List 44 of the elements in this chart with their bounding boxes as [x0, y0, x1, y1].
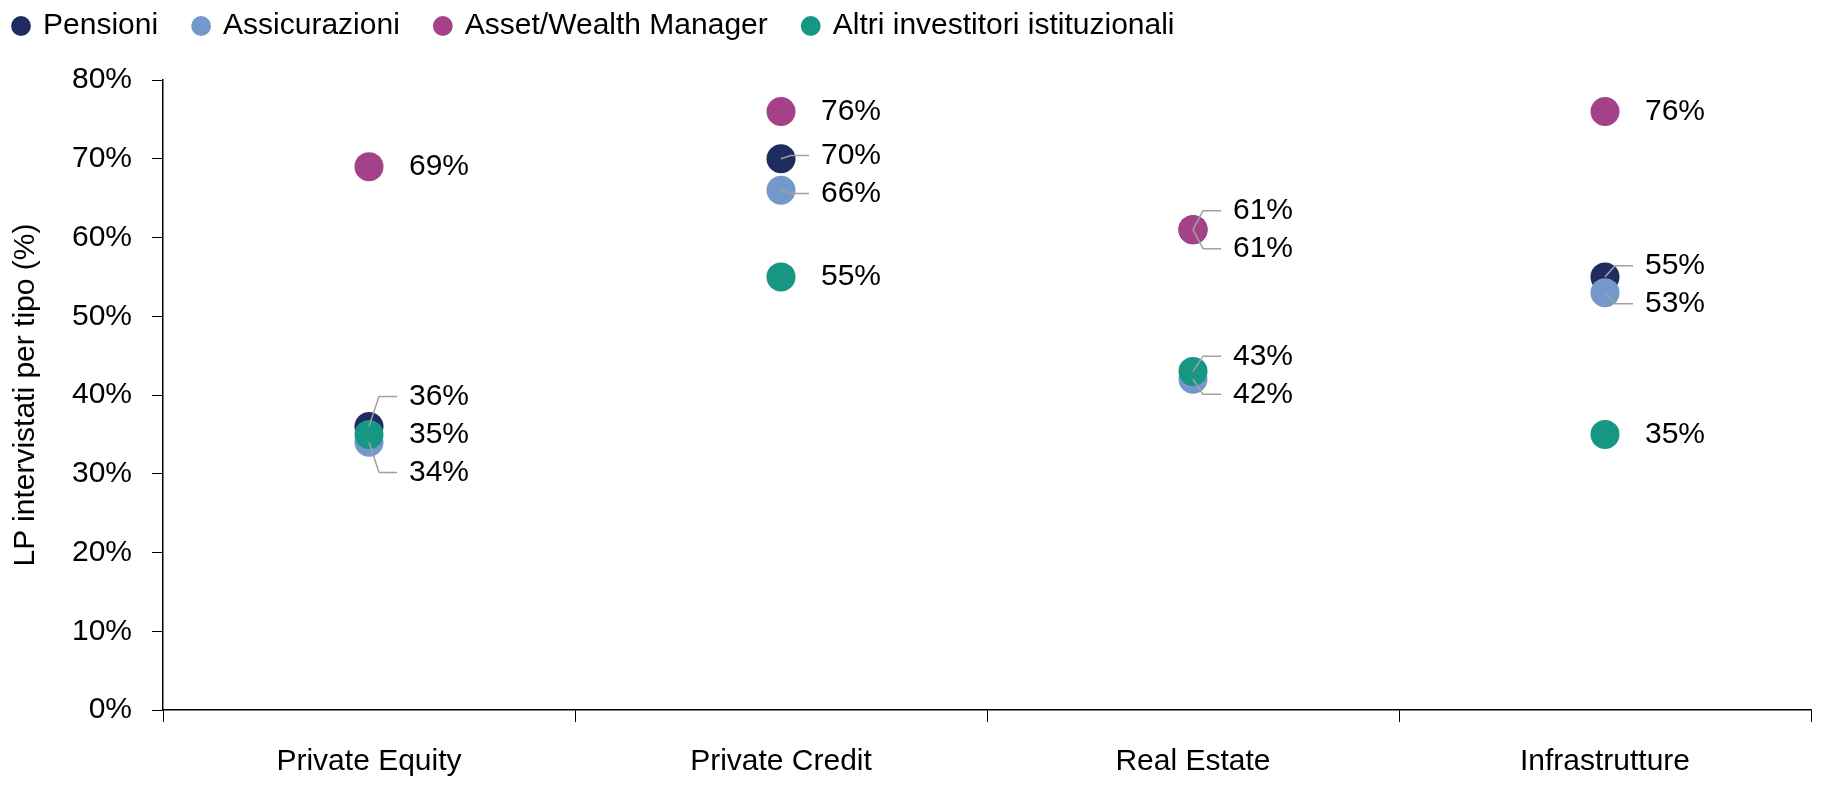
y-tick-label: 0%: [88, 691, 132, 725]
point: [1590, 97, 1620, 126]
point: [766, 175, 796, 205]
y-tick-label: 10%: [71, 612, 132, 646]
y-tick-label: 60%: [71, 218, 132, 252]
data-label: 35%: [409, 415, 470, 449]
data-label: 66%: [821, 174, 882, 208]
point: [354, 152, 384, 182]
point: [1178, 356, 1208, 386]
legend-label: Pensioni: [43, 7, 159, 41]
x-tick-label: Real Estate: [1115, 743, 1271, 777]
y-tick-label: 20%: [71, 533, 132, 567]
data-label: 76%: [1645, 92, 1706, 126]
data-label: 55%: [821, 258, 882, 292]
x-tick-label: Private Equity: [276, 743, 462, 777]
data-label: 53%: [1645, 285, 1706, 319]
x-tick-label: Private Credit: [690, 743, 873, 777]
y-tick-label: 40%: [71, 376, 132, 410]
data-label: 35%: [1645, 415, 1706, 449]
legend-label: Assicurazioni: [223, 7, 400, 41]
point: [766, 262, 796, 292]
y-tick-label: 70%: [71, 140, 132, 174]
point: [766, 97, 796, 126]
data-label: 76%: [821, 92, 882, 126]
data-label: 42%: [1233, 375, 1294, 409]
legend-label: Altri investitori istituzionali: [832, 7, 1175, 41]
data-label: 43%: [1233, 337, 1294, 371]
y-tick-label: 80%: [71, 61, 132, 95]
data-label: 55%: [1645, 247, 1706, 281]
point: [354, 419, 384, 449]
data-label: 61%: [1233, 191, 1294, 225]
data-label: 36%: [409, 377, 470, 411]
data-label: 69%: [409, 147, 470, 181]
point: [766, 144, 796, 174]
point: [1590, 278, 1620, 308]
data-label: 34%: [409, 453, 470, 487]
data-label: 70%: [821, 136, 882, 170]
y-tick-label: 50%: [71, 297, 132, 331]
point: [1590, 419, 1620, 449]
legend-label: Asset/Wealth Manager: [464, 7, 768, 41]
data-label: 61%: [1233, 229, 1294, 263]
y-axis-title: LP intervistati per tipo (%): [7, 223, 41, 567]
y-tick-label: 30%: [71, 455, 132, 489]
x-tick-label: Infrastrutture: [1519, 743, 1691, 777]
